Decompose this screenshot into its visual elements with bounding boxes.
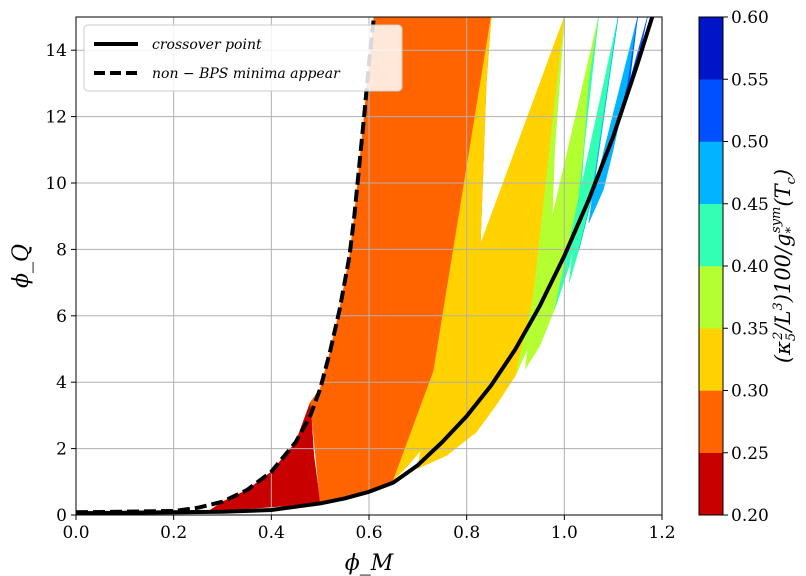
legend: crossover point non − BPS minima appear: [83, 24, 403, 92]
colorbar-segment-2: [698, 328, 724, 391]
colorbar-segment-6: [698, 79, 724, 142]
x-tick-label-3: 0.6: [355, 523, 382, 543]
colorbar-tick-label-3: 0.35: [731, 319, 769, 339]
colorbar-tick-label-8: 0.60: [731, 8, 769, 28]
y-tick-label-5: 10: [45, 174, 67, 194]
colorbar-label-end: (T: [771, 182, 795, 206]
y-axis-label: ϕ_Q: [9, 244, 34, 288]
y-tick-label-7: 14: [45, 41, 67, 61]
colorbar-label-part: (κ: [771, 341, 795, 363]
x-axis-ticks: 0.0 0.2 0.4 0.6 0.8 1.0 1.2: [62, 515, 676, 543]
series-line-crossover: [76, 17, 655, 515]
colorbar-ticks: 0.20 0.25 0.30 0.35 0.40 0.45 0.50 0.55 0.60: [723, 8, 769, 526]
y-tick-label-1: 2: [56, 440, 67, 460]
y-tick-label-4: 8: [56, 240, 67, 260]
y-tick-label-3: 6: [56, 307, 67, 327]
colorbar-tick-label-7: 0.55: [731, 70, 769, 90]
colorbar-tick-label-6: 0.50: [731, 133, 769, 153]
colorbar-segment-4: [698, 203, 724, 267]
x-tick-label-4: 0.8: [453, 523, 480, 543]
x-tick-label-5: 1.0: [551, 523, 578, 543]
y-tick-label-0: 0: [56, 506, 67, 526]
legend-box: [83, 24, 403, 92]
series-lines: [76, 17, 655, 515]
colorbar-label: (κ52/L3)100/g*sym(Tc): [769, 169, 799, 363]
colorbar-label-mid: /L: [771, 311, 795, 334]
colorbar-segment-0: [698, 452, 724, 516]
y-axis-ticks: 0 2 4 6 8 10 12 14: [45, 41, 76, 526]
colorbar-tick-label-0: 0.20: [731, 506, 769, 526]
contour-band-2: [393, 17, 565, 481]
colorbar-segment-3: [698, 265, 724, 329]
colorbar-tick-label-5: 0.45: [731, 195, 769, 215]
x-tick-label-1: 0.2: [160, 523, 187, 543]
x-axis-label: ϕ_M: [345, 551, 394, 576]
colorbar-segment-5: [698, 141, 724, 204]
colorbar-segment-1: [698, 390, 724, 453]
colorbar-tick-label-4: 0.40: [731, 257, 769, 277]
colorbar-label-sub5: 5: [784, 333, 799, 341]
colorbar: [698, 16, 724, 516]
colorbar-label-tail: )100/g: [771, 233, 795, 303]
colorbar-label-substar: *: [784, 226, 799, 233]
y-tick-label-2: 4: [56, 373, 67, 393]
colorbar-segment-7: [698, 16, 724, 80]
legend-nonbps-label: non − BPS minima appear: [152, 66, 341, 82]
legend-crossover-label: crossover point: [152, 37, 262, 53]
colorbar-tick-label-1: 0.25: [731, 444, 769, 464]
colorbar-label-close: ): [771, 169, 795, 178]
colorbar-label-supsym: sym: [769, 207, 784, 233]
colorbar-label-sup2: 2: [771, 332, 786, 341]
x-tick-label-0: 0.0: [62, 523, 89, 543]
x-tick-label-2: 0.4: [258, 523, 285, 543]
colorbar-tick-label-2: 0.30: [731, 382, 769, 402]
series-line-nonbps: [76, 17, 376, 515]
x-tick-label-6: 1.2: [648, 523, 675, 543]
colorbar-label-sup3: 3: [771, 302, 786, 310]
y-tick-label-6: 12: [45, 108, 67, 128]
colorbar-label-subc: c: [784, 176, 799, 184]
